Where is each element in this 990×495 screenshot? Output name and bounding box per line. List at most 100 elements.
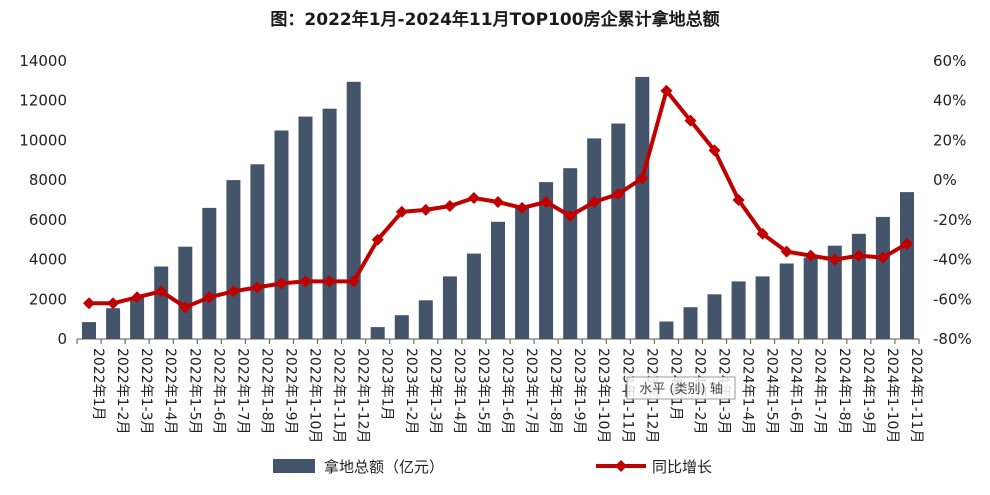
bar [298, 116, 313, 339]
category-label: 2023年1-7月 [523, 348, 539, 435]
growth-point [660, 84, 673, 97]
category-label: 2023年1-4月 [451, 348, 467, 435]
bar [707, 294, 722, 339]
category-label: 2022年1-6月 [210, 348, 226, 435]
category-label: 2022年1-12月 [355, 348, 371, 443]
category-label: 2024年1-9月 [860, 348, 876, 435]
bar [515, 206, 530, 339]
growth-point [492, 196, 504, 208]
growth-point [155, 285, 168, 298]
bar [827, 245, 842, 339]
bar [466, 253, 481, 339]
category-label: 2022年1-3月 [138, 348, 154, 435]
bar [202, 207, 217, 339]
legend: 拿地总额（亿元） 同比增长 [273, 458, 712, 476]
bar [563, 168, 578, 339]
growth-point [467, 192, 480, 204]
bar [82, 322, 96, 339]
category-label: 2022年1-10月 [307, 348, 323, 443]
growth-point [684, 114, 697, 127]
growth-point [443, 200, 456, 212]
bar [274, 130, 289, 339]
bar [875, 216, 890, 339]
category-label: 2024年1-4月 [740, 348, 756, 435]
growth-point [588, 196, 601, 208]
category-label: 2023年1-3月 [427, 348, 443, 435]
growth-point [828, 253, 841, 266]
bar [779, 263, 794, 339]
bar [731, 281, 746, 339]
category-label: 2023年1-10月 [595, 348, 611, 443]
bar [539, 182, 554, 339]
left-tick-label: 8000 [29, 171, 67, 189]
legend-line-label: 同比增长 [652, 458, 712, 476]
growth-point [756, 227, 769, 240]
bar-series [82, 76, 914, 340]
axis-tooltip-box [626, 376, 736, 400]
right-tick-label: -40% [933, 251, 972, 269]
legend-bar-swatch [273, 459, 315, 473]
axis-tooltip-text: 水平 (类别) 轴 [639, 382, 722, 397]
bar [900, 192, 914, 339]
category-label: 2023年1-5月 [475, 348, 491, 435]
bar [418, 300, 433, 339]
left-tick-label: 2000 [29, 290, 67, 308]
category-label: 2023年1月 [379, 348, 395, 421]
growth-point [901, 237, 913, 250]
category-label: 2023年1-2月 [403, 348, 419, 435]
bar [635, 76, 650, 340]
bar [683, 307, 698, 339]
growth-point [323, 275, 336, 288]
bar [491, 221, 505, 339]
growth-point [804, 249, 817, 262]
growth-point [371, 233, 384, 246]
right-axis-ticks: -80% -60% -40% -20% 0% 20% 40% 60% [933, 52, 972, 348]
right-tick-label: -60% [933, 290, 972, 308]
bar [803, 257, 818, 339]
bar [755, 276, 770, 339]
bar [154, 266, 169, 339]
category-label: 2023年1-6月 [499, 348, 515, 435]
bar [370, 327, 385, 339]
growth-line-series [83, 84, 913, 314]
right-tick-label: -80% [933, 330, 972, 348]
growth-point [83, 297, 95, 310]
left-tick-label: 14000 [19, 52, 67, 70]
category-label: 2024年1-8月 [836, 348, 852, 435]
right-tick-label: 0% [933, 171, 957, 189]
right-tick-label: 20% [933, 131, 966, 149]
bar [106, 308, 121, 339]
right-tick-label: -20% [933, 211, 972, 229]
bar [851, 233, 866, 339]
growth-point [780, 245, 793, 258]
growth-point [347, 275, 360, 288]
bar [394, 315, 409, 339]
bar [226, 180, 241, 339]
left-tick-label: 6000 [29, 211, 67, 229]
growth-point [708, 144, 721, 157]
growth-point [251, 281, 264, 294]
category-label: 2022年1-5月 [186, 348, 202, 435]
category-label: 2022年1-9月 [283, 348, 299, 435]
growth-point [299, 275, 312, 288]
growth-point [852, 249, 865, 262]
growth-point [227, 285, 240, 298]
axis-tooltip: 水平 (类别) 轴 [626, 376, 736, 400]
left-tick-label: 4000 [29, 251, 67, 269]
left-axis-ticks: 0 2000 4000 6000 8000 10000 12000 14000 [19, 52, 67, 348]
left-tick-label: 0 [57, 330, 67, 348]
category-labels: 2022年1月 2022年1-2月 2022年1-3月 2022年1-4月 2022年1… [90, 348, 924, 443]
category-label: 2024年1-5月 [764, 348, 780, 435]
bar [659, 321, 674, 339]
category-label: 2022年1-2月 [114, 348, 130, 435]
growth-point [275, 277, 288, 290]
category-label: 2022年1-8月 [258, 348, 274, 435]
bar [322, 108, 337, 339]
growth-point [131, 291, 144, 304]
growth-point [636, 172, 649, 185]
bar [130, 297, 145, 339]
bar [346, 81, 361, 340]
growth-point [516, 201, 529, 214]
left-tick-label: 10000 [19, 131, 67, 149]
